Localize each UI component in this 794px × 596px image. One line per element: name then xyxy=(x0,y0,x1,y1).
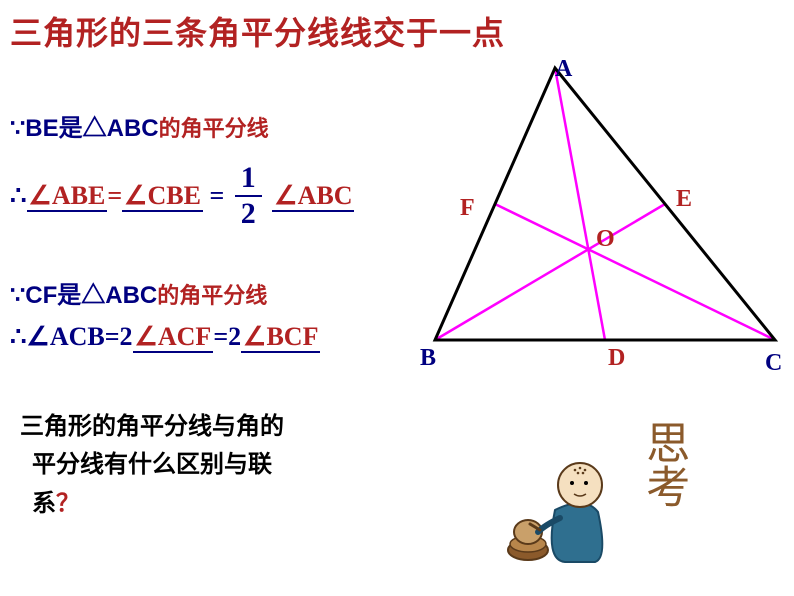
question-block: 三角形的角平分线与角的 平分线有什么区别与联 系？ xyxy=(20,408,284,523)
q-line1: 三角形的角平分线与角的 xyxy=(20,414,284,440)
bisector-BE xyxy=(435,204,665,340)
frac-den: 2 xyxy=(235,197,262,229)
label-D: D xyxy=(608,345,625,372)
think-text: 思考 xyxy=(640,420,686,508)
triangle-ABC xyxy=(435,68,775,340)
angle-bcf: ∠BCF xyxy=(243,322,318,351)
label-O: O xyxy=(596,226,615,253)
angle-abc: ∠ABC xyxy=(274,181,352,210)
monk-icon xyxy=(490,440,620,570)
think-label: 思考 xyxy=(640,420,732,517)
page-title: 三角形的三条角平分线线交于一点 xyxy=(10,8,505,54)
blank-abe: ∠ABE xyxy=(27,181,108,212)
proof-line-3: ∵CF是△ABC的角平分线 xyxy=(10,275,267,310)
label-C: C xyxy=(765,350,782,377)
angle-abe: ∠ABE xyxy=(29,181,106,210)
q-line2: 平分线有什么区别与联 xyxy=(32,452,272,478)
l4-mid: =2 xyxy=(213,322,241,351)
proof-line-4: ∴∠ACB=2∠ACF=2∠BCF xyxy=(10,322,320,352)
l2-therefore: ∴ xyxy=(10,181,27,210)
proof-line-1: ∵BE是△ABC的角平分线 xyxy=(10,108,269,143)
label-F: F xyxy=(460,195,475,222)
bisector-AD xyxy=(555,68,605,340)
l4-pre: ∴∠ACB=2 xyxy=(10,322,133,351)
l3-suf: 的角平分线 xyxy=(157,283,267,308)
angle-acf: ∠ACF xyxy=(135,322,212,351)
l1-pre: ∵BE是△ABC xyxy=(10,115,159,142)
blank-cbe: ∠CBE xyxy=(122,181,203,212)
bisector-CF xyxy=(495,204,775,340)
label-A: A xyxy=(555,56,572,83)
fraction-half: 1 2 xyxy=(235,163,262,229)
blank-acf: ∠ACF xyxy=(133,322,214,353)
eq2: = xyxy=(203,181,231,210)
blank-bcf: ∠BCF xyxy=(241,322,320,353)
frac-num: 1 xyxy=(235,163,262,197)
l1-suf: 的角平分线 xyxy=(159,116,269,141)
blank-abc: ∠ABC xyxy=(272,181,354,212)
q-mark: ？ xyxy=(56,491,80,517)
angle-cbe: ∠CBE xyxy=(124,181,201,210)
label-B: B xyxy=(420,345,436,372)
q-line3: 系 xyxy=(32,491,56,517)
label-E: E xyxy=(676,186,692,213)
proof-line-2: ∴∠ABE=∠CBE = 1 2 ∠ABC xyxy=(10,165,354,231)
l3-pre: ∵CF是△ABC xyxy=(10,282,157,309)
eq1: = xyxy=(107,181,122,210)
